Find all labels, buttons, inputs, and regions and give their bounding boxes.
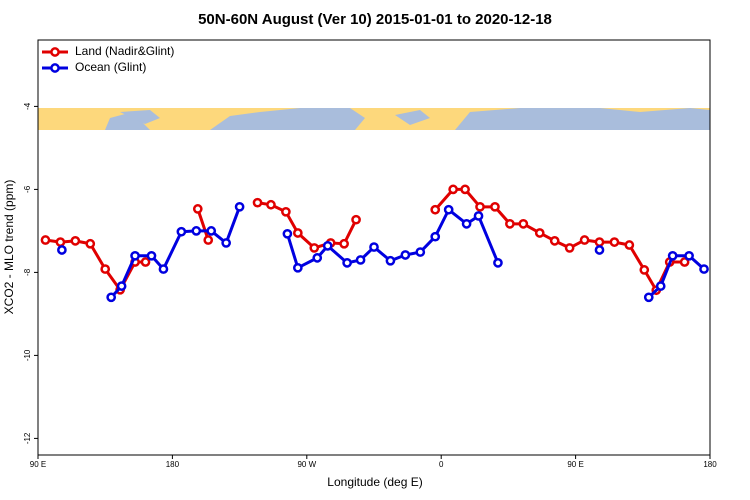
legend-label: Land (Nadir&Glint) [75,44,174,58]
data-point [158,264,169,274]
y-tick-label: -4 [23,102,32,110]
legend-marker [50,47,60,57]
data-point [221,238,232,248]
data-point [203,235,214,245]
series-line [434,187,685,292]
data-point [252,197,263,208]
data-point [415,247,426,257]
series-line [110,206,242,299]
y-axis-label: XCO2 - MLO trend (ppm) [2,180,16,315]
y-tick-label: -8 [23,268,32,276]
data-point [564,243,575,253]
data-point [342,258,352,268]
data-point [369,242,379,252]
chart-title: 50N-60N August (Ver 10) 2015-01-01 to 20… [198,11,552,28]
data-point [70,236,81,246]
legend-marker [50,63,60,73]
data-point [106,292,117,303]
data-point [234,201,245,212]
data-point [322,240,333,251]
data-point [292,262,303,273]
data-point [192,204,203,214]
data-point [130,250,140,261]
data-point [355,255,366,265]
data-point [55,237,66,247]
series-line [196,208,210,241]
data-point [609,237,620,247]
data-point [448,184,458,195]
data-point [339,238,349,249]
data-point [493,258,503,268]
data-point [594,245,605,255]
y-tick-label: -10 [23,349,32,361]
data-point [206,226,217,236]
data-point [475,201,485,212]
x-axis-label: Longitude (deg E) [327,475,422,489]
data-point [461,218,472,229]
x-tick-label: 90 W [297,460,316,469]
x-tick-label: 0 [439,460,444,469]
data-point [400,250,411,260]
data-point [594,237,605,247]
data-point [549,236,560,246]
x-tick-label: 180 [166,460,180,469]
data-point [534,228,545,238]
data-point [443,204,454,215]
data-point [460,184,470,195]
plot-frame [37,39,711,456]
data-point [116,281,127,291]
x-tick-label: 180 [703,460,717,469]
data-point [176,226,187,237]
data-point [684,250,694,261]
data-point [385,255,396,266]
data-point [679,257,690,267]
data-point [579,235,590,245]
data-point [505,218,515,229]
data-point [292,228,303,238]
x-tick-label: 90 E [567,460,583,469]
data-point [281,206,291,217]
data-point [655,281,666,291]
data-point [57,245,67,255]
data-point [312,253,323,263]
data-point [266,199,276,210]
legend-label: Ocean (Glint) [75,60,146,74]
data-point [490,201,500,212]
data-point [140,257,151,267]
map-strip [38,108,710,130]
data-point [699,264,709,274]
data-point [351,214,361,225]
data-point [85,238,96,249]
data-point [639,265,650,275]
data-point [624,240,635,250]
data-point [518,218,529,229]
data-point [191,226,202,236]
data-point [667,250,678,261]
data-point [643,292,654,303]
x-tick-label: 90 E [30,460,46,469]
data-point [473,211,484,221]
y-tick-label: -6 [23,185,32,193]
data-point [309,243,320,253]
y-tick-label: -12 [23,432,32,444]
data-point [100,264,111,274]
data-point [430,231,441,242]
data-point [40,235,51,245]
data-point [146,250,157,261]
data-point [430,204,441,215]
data-point [282,228,293,239]
